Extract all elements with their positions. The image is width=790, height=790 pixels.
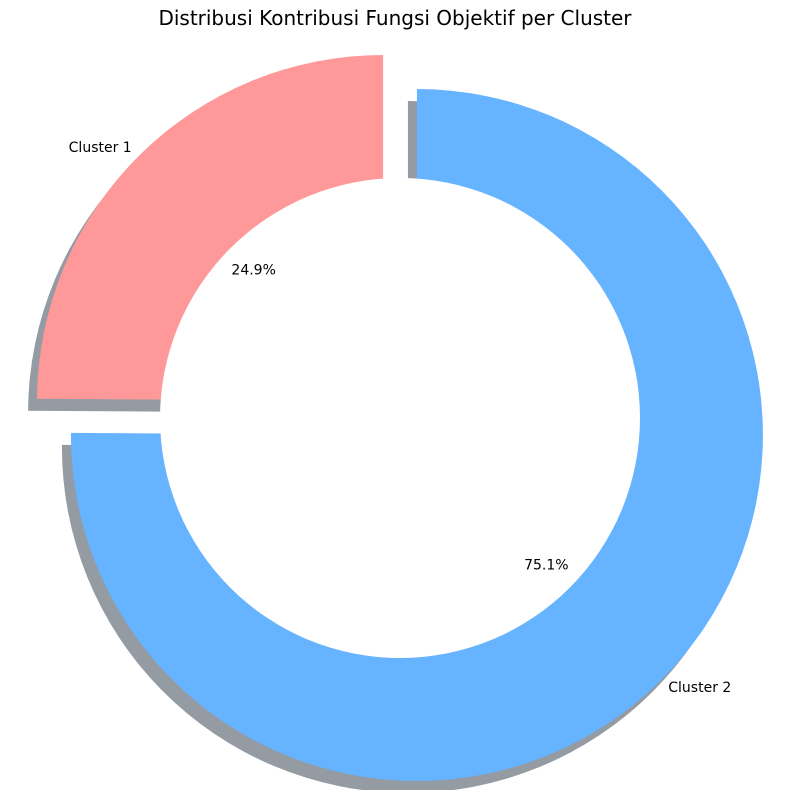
chart-title: Distribusi Kontribusi Fungsi Objektif pe…	[158, 6, 632, 30]
slice-label-cluster-1: Cluster 1	[69, 140, 132, 156]
donut-hole	[160, 178, 640, 658]
pct-label-cluster-1: 24.9%	[231, 263, 275, 279]
pct-label-cluster-2: 75.1%	[524, 557, 568, 573]
label-layer: Cluster 1 24.9% Cluster 2 75.1%	[69, 140, 732, 696]
slice-label-cluster-2: Cluster 2	[668, 680, 731, 696]
